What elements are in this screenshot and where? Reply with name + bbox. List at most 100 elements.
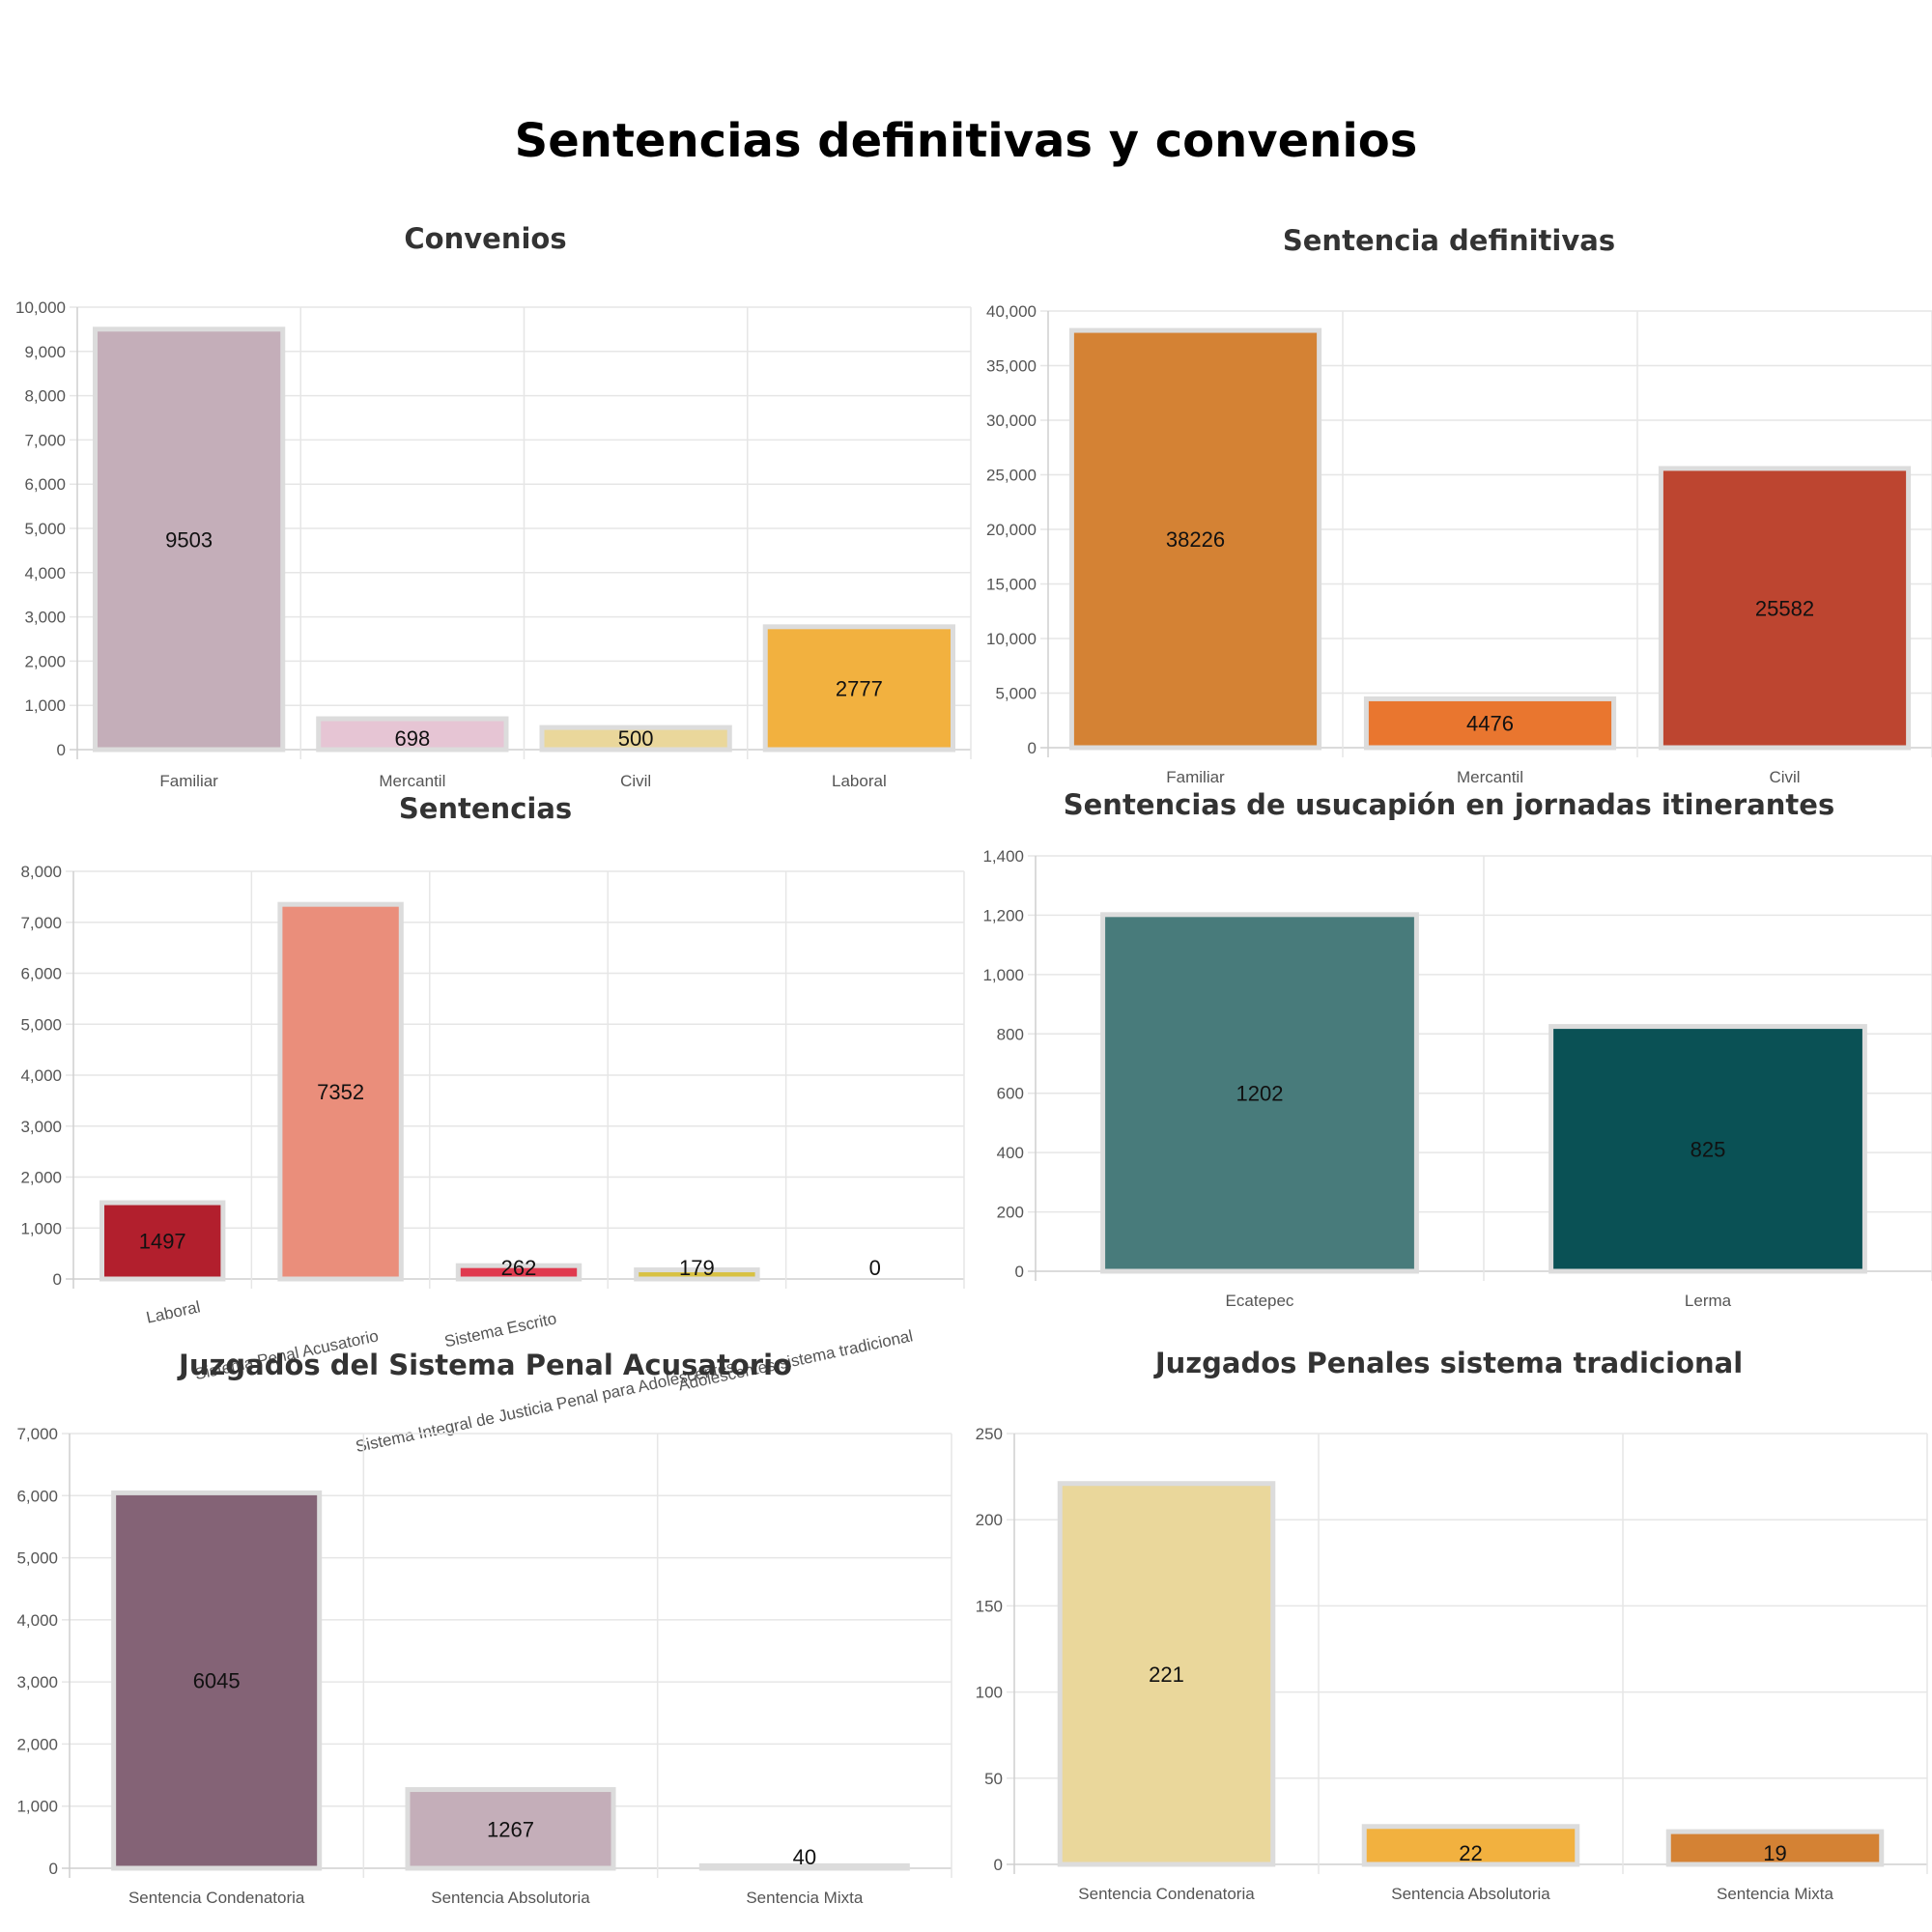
y-tick-label: 200 [997,1204,1024,1222]
y-tick-label: 3,000 [24,609,66,627]
x-category-label: Sentencia Absolutoria [431,1889,590,1907]
bar[interactable] [405,1787,616,1871]
chart-penales-tradicional: 0 50 100 150 200 250 221 Sentencia Condenatoria… [976,1425,1928,1903]
bar[interactable] [1361,1824,1580,1867]
y-tick-label: 600 [997,1085,1024,1103]
y-tick-label: 5,000 [20,1015,62,1034]
y-tick-label: 4,000 [20,1066,62,1085]
y-tick-label: 2,000 [16,1735,58,1753]
y-tick-label: 6,000 [20,965,62,983]
y-tick-label: 10,000 [15,298,66,317]
y-tick-label: 1,000 [20,1219,62,1237]
y-tick-label: 50 [984,1770,1003,1788]
bar[interactable] [762,624,955,753]
y-tick-label: 7,000 [20,914,62,932]
y-tick-label: 0 [1015,1263,1024,1281]
page-title: Sentencias definitivas y convenios [514,114,1418,168]
y-tick-label: 9,000 [24,343,66,361]
y-tick-label: 20,000 [986,521,1037,539]
bar[interactable] [1100,912,1419,1274]
x-category-label: Mercantil [379,772,445,790]
grid-lines [66,870,965,1289]
chart-panel-convenios: Convenios 0 1,000 2,000 3,000 4,000 5,000 6,00… [0,220,972,790]
bar-value-label: 9503 [165,527,213,552]
y-tick-label: 2,000 [24,652,66,670]
bar[interactable] [1057,1481,1276,1867]
y-tick-label: 5,000 [16,1549,58,1568]
bar[interactable] [111,1490,323,1871]
y-tick-label: 6,000 [24,475,66,494]
chart-title: Sentencias [398,792,573,825]
y-tick-label: 6,000 [16,1487,58,1505]
chart-panel-penal-acusatorio: Juzgados del Sistema Penal Acusatorio 0 1… [0,1347,971,1907]
y-tick-label: 200 [976,1511,1003,1529]
y-tick-label: 250 [976,1425,1003,1443]
bar-value-label: 1267 [487,1817,534,1841]
x-category-label: Sentencia Absolutoria [1391,1885,1550,1903]
y-tick-label: 25,000 [986,467,1037,485]
y-tick-label: 5,000 [24,520,66,538]
chart-sentencias: 0 1,000 2,000 3,000 4,000 5,000 6,000 7,000 8,00… [20,863,965,1456]
bar[interactable] [1363,696,1617,751]
y-tick-label: 3,000 [16,1673,58,1691]
x-category-label: Ecatepec [1226,1292,1294,1310]
bar-value-label: 7352 [317,1080,364,1104]
chart-title: Sentencia definitivas [1282,224,1616,257]
chart-convenios: 0 1,000 2,000 3,000 4,000 5,000 6,000 7,000 8,00… [15,298,972,790]
bar[interactable] [277,901,404,1282]
y-tick-label: 1,200 [982,906,1024,924]
y-tick-label: 1,000 [982,966,1024,984]
x-category-label: Lerma [1685,1292,1732,1310]
bar-value-label: 2777 [836,676,883,700]
y-tick-label: 4,000 [24,564,66,582]
y-tick-label: 0 [53,1270,62,1289]
x-category-label: Sentencia Mixta [746,1889,863,1907]
bar[interactable] [1548,1024,1867,1274]
x-category-label: Mercantil [1457,768,1523,786]
y-tick-label: 150 [976,1597,1003,1615]
chart-title: Convenios [404,222,567,255]
bar-value-label: 25582 [1755,596,1814,620]
bar-value-label: 825 [1690,1137,1726,1161]
y-tick-label: 0 [994,1856,1003,1874]
bar[interactable] [634,1267,760,1282]
x-category-label: Sentencia Condenatoria [128,1889,305,1907]
bar[interactable] [1665,1829,1885,1867]
y-tick-label: 10,000 [986,630,1037,648]
y-tick-label: 0 [57,741,66,759]
y-tick-label: 40,000 [986,302,1037,321]
bar[interactable] [1068,327,1322,751]
x-category-label: Sentencia Mixta [1717,1885,1833,1903]
y-tick-label: 400 [997,1144,1024,1162]
x-category-label: Sistema Escrito [442,1309,557,1350]
bar-value-label: 19 [1763,1841,1786,1865]
chart-usucapion: 0 200 400 600 800 1,000 1,200 1,400 1202 Ecatepec… [982,847,1932,1310]
bar[interactable] [1658,466,1912,751]
bar-value-label: 22 [1459,1841,1482,1865]
x-category-label: Civil [1769,768,1800,786]
x-category-label: Civil [620,772,651,790]
bar-value-label: 40 [793,1845,816,1869]
bar[interactable] [316,716,509,753]
y-tick-label: 1,000 [24,696,66,715]
bar[interactable] [455,1263,582,1282]
y-tick-label: 15,000 [986,576,1037,594]
x-category-label: Laboral [145,1297,202,1326]
y-tick-label: 1,400 [982,847,1024,866]
chart-title: Juzgados Penales sistema tradicional [1154,1347,1744,1379]
x-category-label: Laboral [832,772,887,790]
x-category-label: Familiar [1166,768,1225,786]
bar-value-label: 262 [501,1256,537,1280]
y-tick-label: 30,000 [986,412,1037,430]
chart-title: Juzgados del Sistema Penal Acusatorio [179,1349,792,1381]
bar[interactable] [539,724,732,753]
y-tick-label: 35,000 [986,357,1037,376]
y-tick-label: 8,000 [24,387,66,406]
bar-value-label: 38226 [1166,527,1225,552]
y-tick-label: 7,000 [16,1425,58,1443]
chart-panel-penales-tradicional: Juzgados Penales sistema tradicional 0 50… [966,1345,1932,1903]
bar[interactable] [99,1200,226,1282]
bar[interactable] [698,1862,910,1871]
chart-panel-sentencias: Sentencias 0 1,000 2,000 3,000 4,000 5,000 6,0… [0,790,971,1456]
bar[interactable] [93,327,286,753]
